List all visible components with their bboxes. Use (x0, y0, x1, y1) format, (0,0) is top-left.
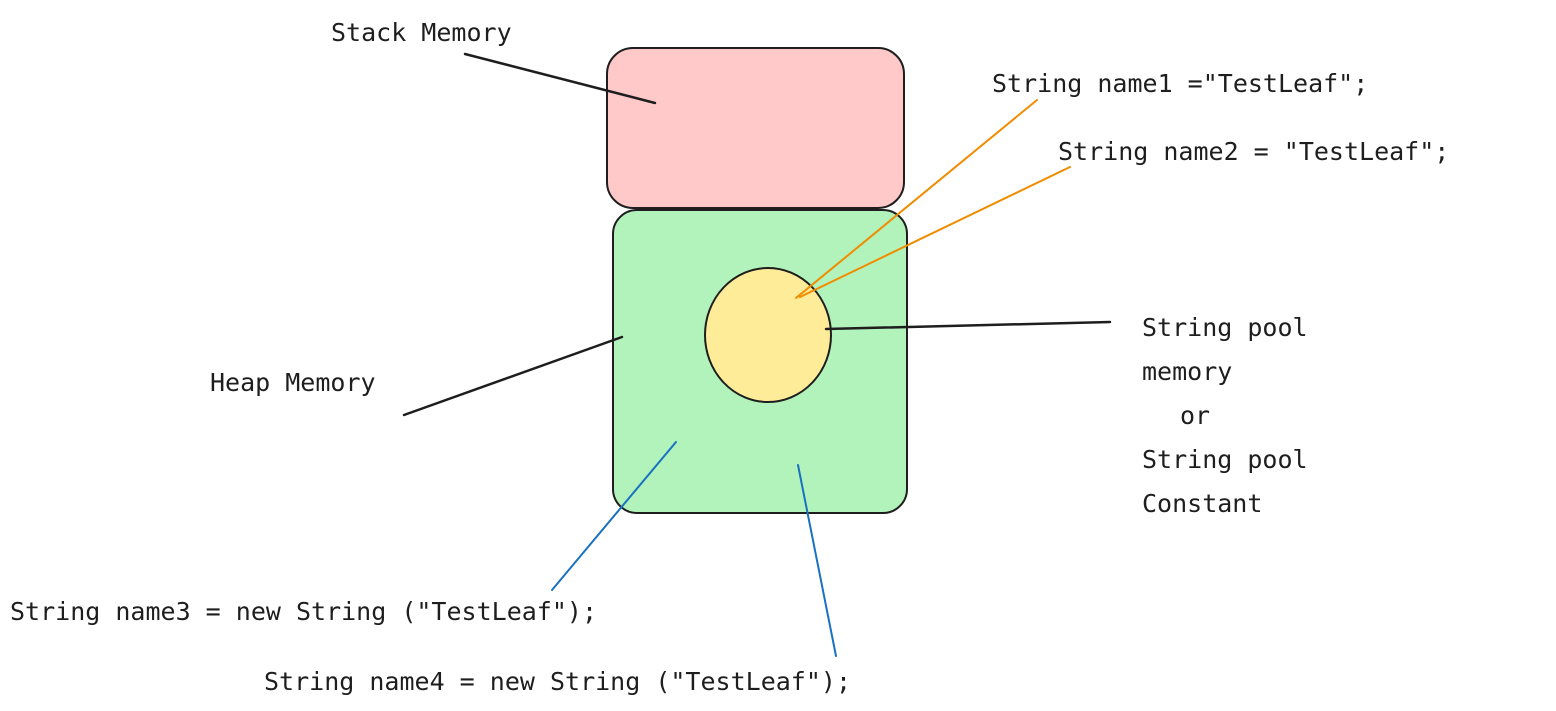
pool-label-line-1: String pool (1142, 313, 1308, 342)
string-pool-circle (704, 267, 832, 403)
name2-connector (799, 166, 1071, 298)
stack-memory-box (606, 47, 905, 209)
heap-memory-connector (402, 335, 624, 417)
name4-connector (797, 464, 837, 657)
pool-label-line-5: Constant (1142, 489, 1262, 518)
name3-label: String name3 = new String ("TestLeaf"); (10, 597, 597, 626)
heap-memory-label: Heap Memory (210, 368, 376, 397)
name1-label: String name1 ="TestLeaf"; (992, 69, 1368, 98)
name3-connector (551, 441, 677, 591)
pool-label-line-3: or (1180, 401, 1210, 430)
string-pool-connector (824, 320, 1112, 331)
pool-label-line-2: memory (1142, 357, 1232, 386)
stack-memory-label: Stack Memory (331, 18, 512, 47)
name4-label: String name4 = new String ("TestLeaf"); (264, 667, 851, 696)
name2-label: String name2 = "TestLeaf"; (1058, 137, 1449, 166)
pool-label-line-4: String pool (1142, 445, 1308, 474)
name1-connector (795, 99, 1038, 299)
stack-memory-connector (463, 52, 657, 105)
